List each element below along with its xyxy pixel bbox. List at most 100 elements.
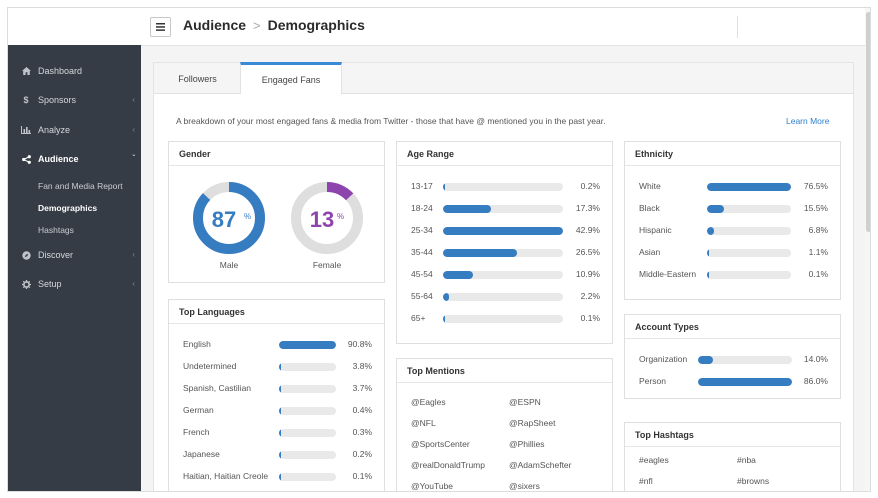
language-row: Undetermined 3.8% [169,359,384,373]
account-type-bar-track [698,356,792,364]
language-bar-track [279,341,336,349]
language-row: English 90.8% [169,337,384,351]
mention-item[interactable]: @Phillies [509,439,545,449]
age-range-value: 26.5% [575,247,600,257]
main-content: Followers Engaged Fans A breakdown of yo… [153,62,854,492]
mention-item[interactable]: @ESPN [509,397,541,407]
language-bar-fill [279,429,281,437]
account-type-bar-fill [698,356,714,364]
age-range-bar-fill [443,183,445,191]
language-bar-track [279,363,336,371]
ethnicity-bar-fill [707,183,791,191]
mention-item[interactable]: @SportsCenter [411,439,470,449]
dollar-icon: $ [23,95,29,105]
menu-toggle-button[interactable] [150,17,171,37]
mention-item[interactable]: @NFL [411,418,436,428]
language-value: 0.3% [352,427,372,437]
language-bar-fill [279,473,281,481]
age-range-bar-fill [443,315,445,323]
ethnicity-value: 1.1% [808,247,828,257]
language-label: German [183,405,214,415]
tab-engaged-fans[interactable]: Engaged Fans [240,62,342,94]
panel-title: Top Languages [169,300,384,324]
hashtag-item[interactable]: #nfl [639,476,653,486]
ethnicity-bar-track [707,205,791,213]
panel-title: Account Types [625,315,840,339]
age-range-label: 45-54 [411,269,433,279]
panel-title: Ethnicity [625,142,840,166]
age-range-row: 13-17 0.2% [397,179,612,193]
sidebar-item-analyze[interactable]: Analyze ‹ [8,119,141,141]
female-label: Female [313,260,342,270]
chevron-down-icon: ˇ [132,154,135,163]
female-donut-arc [291,182,363,254]
sidebar-subitem-demographics[interactable]: Demographics [38,203,98,213]
ethnicity-value: 6.8% [808,225,828,235]
age-range-bar-track [443,249,563,257]
top-languages-panel: Top Languages English 90.8% Undetermined 3.… [168,299,385,492]
tab-followers[interactable]: Followers [178,73,217,84]
sidebar-item-sponsors[interactable]: $ Sponsors ‹ [8,89,141,111]
ethnicity-row: Asian 1.1% [625,245,840,259]
ethnicity-value: 0.1% [808,269,828,279]
sidebar-subitem-hashtags[interactable]: Hashtags [38,225,74,235]
male-percent: 87 [212,207,236,232]
account-type-label: Organization [639,354,688,364]
ethnicity-row: Middle-Eastern 0.1% [625,267,840,281]
account-type-label: Person [639,376,666,386]
language-bar-fill [279,407,281,415]
language-row: Tagalog0.1% [169,491,384,492]
ethnicity-row: Black 15.5% [625,201,840,215]
language-bar-fill [279,451,281,459]
sidebar-item-dashboard[interactable]: Dashboard [8,60,141,82]
ethnicity-bar-fill [707,227,715,235]
ethnicity-bar-track [707,249,791,257]
account-type-row: Organization 14.0% [625,352,840,366]
ethnicity-value: 15.5% [803,203,828,213]
hashtag-item[interactable]: #eagles [639,455,669,465]
breadcrumb-root[interactable]: Audience [183,17,247,33]
sidebar-subitem-fan-and-media-report[interactable]: Fan and Media Report [38,181,123,191]
age-range-label: 13-17 [411,181,433,191]
sidebar: Dashboard $ Sponsors ‹ Analyze ‹ Audienc… [8,45,141,491]
home-icon [21,67,31,75]
sidebar-item-discover[interactable]: Discover ‹ [8,244,141,266]
ethnicity-bar-fill [707,249,709,257]
account-type-row: Person 86.0% [625,374,840,388]
sidebar-item-label: Setup [38,279,62,289]
gear-icon [21,279,31,289]
ethnicity-label: Black [639,203,660,213]
language-bar-fill [279,385,282,393]
mention-item[interactable]: @RapSheet [509,418,556,428]
chevron-left-icon: ‹ [132,279,135,288]
hashtag-item[interactable]: #nba [737,455,756,465]
page-title: Demographics [267,17,365,33]
language-label: English [183,339,211,349]
topbar-divider [737,16,738,38]
mention-item[interactable]: @Eagles [411,397,446,407]
mention-item[interactable]: @AdamSchefter [509,460,572,470]
top-mentions-panel: Top Mentions @Eagles @ESPN @NFL @RapSheet @S… [396,358,613,491]
language-row: German 0.4% [169,403,384,417]
scrollbar-thumb[interactable] [866,12,870,232]
sidebar-item-audience[interactable]: Audience ˇ [8,148,141,170]
sidebar-item-setup[interactable]: Setup ‹ [8,273,141,295]
ethnicity-bar-fill [707,271,709,279]
mention-item[interactable]: @sixers [509,481,540,491]
mention-item[interactable]: @realDonaldTrump [411,460,485,470]
chevron-left-icon: ‹ [132,95,135,104]
tab-bar: Followers Engaged Fans [154,62,853,94]
bar-chart-icon [21,126,31,134]
breadcrumb: Audience > Demographics [183,17,365,33]
learn-more-link[interactable]: Learn More [786,116,830,126]
hashtag-item[interactable]: #browns [737,476,770,486]
mention-item[interactable]: @YouTube [411,481,454,491]
account-type-value: 14.0% [803,354,828,364]
age-range-value: 10.9% [575,269,600,279]
ethnicity-bar-track [707,227,791,235]
page-description: A breakdown of your most engaged fans & … [176,116,606,126]
ethnicity-row: Hispanic 6.8% [625,223,840,237]
age-range-bar-track [443,205,563,213]
age-range-value: 42.9% [575,225,600,235]
scrollbar-track[interactable] [865,8,870,491]
